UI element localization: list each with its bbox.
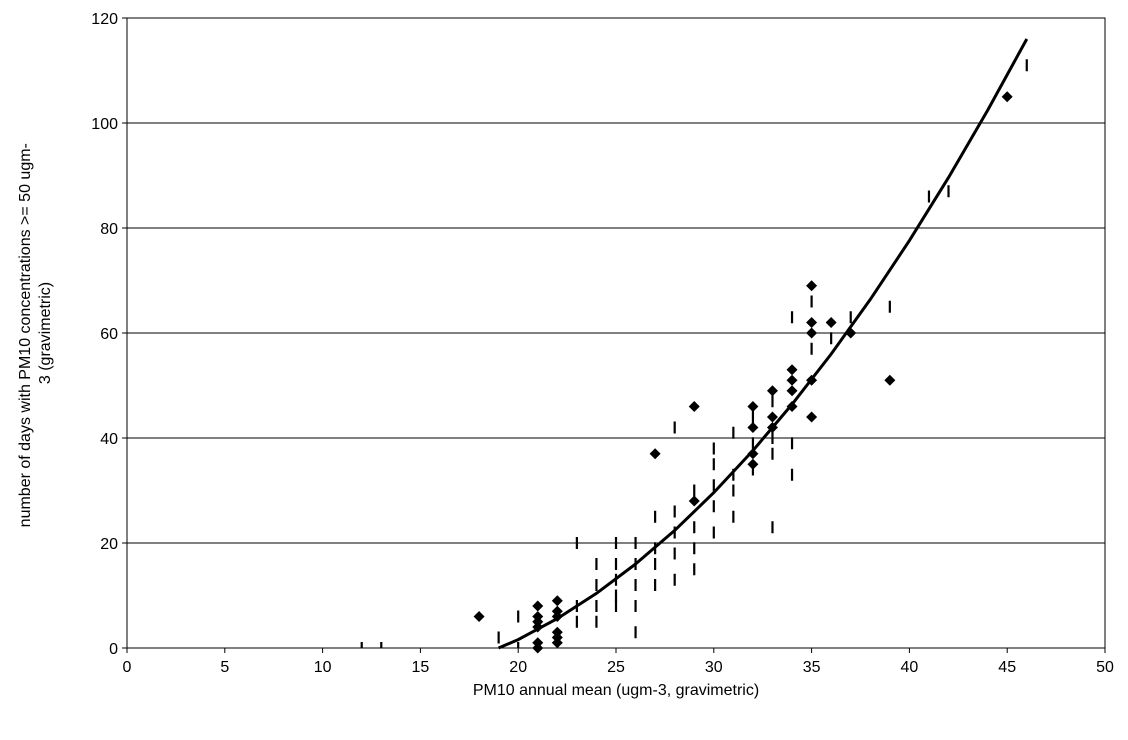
diamond-point [806,280,818,292]
y-axis-title-line-1: number of days with PM10 concentrations … [17,143,34,527]
diamond-point [551,595,563,607]
x-tick-label: 45 [998,659,1016,676]
y-tick-label: 120 [91,11,118,28]
diamond-point [786,385,798,397]
axes: 0 5 10 15 20 25 30 35 40 45 50 0 20 40 60 80 100 120 [91,11,1114,676]
diamond-point [747,458,759,470]
y-axis-title: number of days with PM10 concentrations … [17,139,54,528]
x-tick-label: 25 [607,659,625,676]
diamond-point [825,317,837,328]
x-tick-label: 40 [901,659,919,676]
diamond-point [649,448,661,460]
diamond-point [747,422,759,433]
x-tick-label: 5 [220,659,229,676]
y-tick-label: 60 [100,326,118,343]
diamond-point [766,411,778,423]
diamond-point [806,411,818,423]
diamond-point [806,327,818,339]
diamond-point [688,401,700,412]
diamond-point [884,374,896,386]
diamond-point [747,448,759,460]
x-tick-label: 50 [1096,659,1114,676]
x-tick-label: 20 [509,659,527,676]
diamond-point [551,637,563,649]
x-tick-label: 35 [803,659,821,676]
diamond-point [747,401,759,412]
y-tick-label: 80 [100,221,118,238]
diamond-point [532,600,544,612]
diamond-point [1001,91,1013,103]
y-tick-label: 100 [91,116,118,133]
diamond-point [786,364,798,376]
x-tick-label: 10 [314,659,332,676]
x-tick-label: 30 [705,659,723,676]
dash-series [360,59,1028,648]
diamond-point [806,317,818,328]
diamond-series [473,91,1013,654]
y-tick-label: 20 [100,536,118,553]
y-axis-title-line-2: 3 (gravimetric) [37,282,54,384]
y-tick-label: 40 [100,431,118,448]
x-tick-label: 0 [123,659,132,676]
trend-line [498,38,1029,650]
x-tick-label: 15 [412,659,430,676]
diamond-point [473,611,485,622]
diamond-point [532,642,544,654]
diamond-point [786,374,798,386]
gridlines [127,122,1105,544]
diamond-point [766,385,778,397]
x-axis-title: PM10 annual mean (ugm-3, gravimetric) [473,682,759,699]
diamond-point [688,495,700,507]
y-tick-label: 0 [109,641,118,658]
